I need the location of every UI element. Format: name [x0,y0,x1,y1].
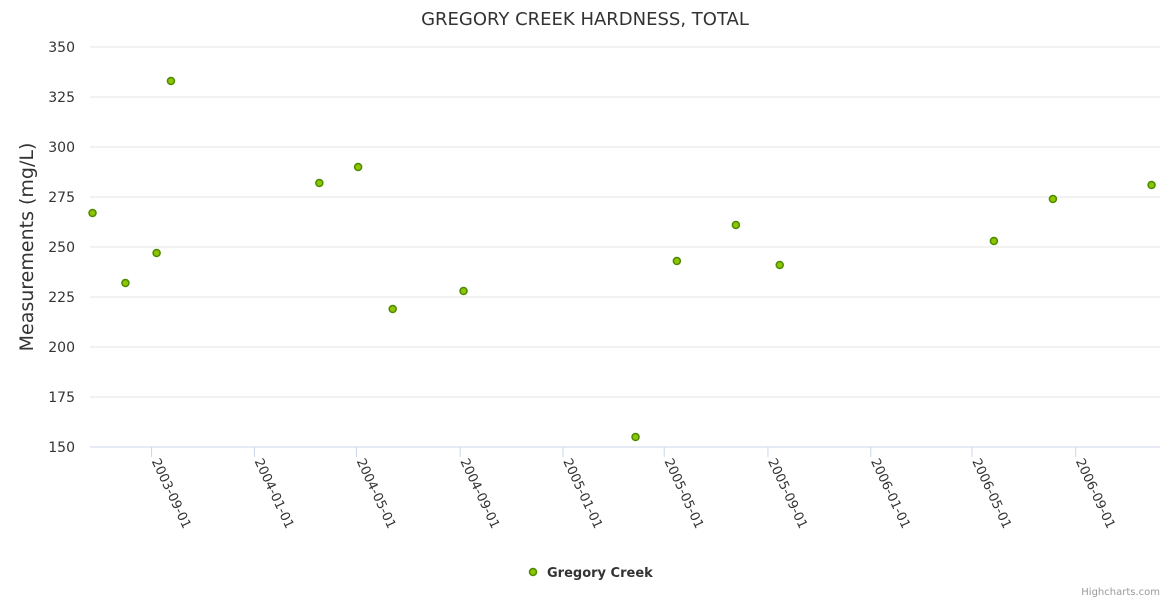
y-tick-label: 175 [48,390,75,406]
data-point[interactable] [1048,194,1058,204]
y-tick-label: 325 [48,90,75,106]
legend[interactable]: Gregory Creek [528,566,654,581]
data-point[interactable] [353,162,363,172]
y-tick-label: 350 [48,40,75,56]
y-tick-label: 300 [48,140,75,156]
y-tick-label: 250 [48,240,75,256]
y-tick-label: 200 [48,340,75,356]
data-point[interactable] [631,432,640,442]
y-gridlines [90,46,1160,448]
legend-marker-icon [528,567,538,577]
data-point[interactable] [121,278,130,288]
data-point[interactable] [166,76,176,86]
data-point[interactable] [88,208,97,218]
data-point[interactable] [459,286,468,296]
data-point[interactable] [672,256,682,266]
y-tick-label: 150 [48,440,75,456]
series-gregory-creek[interactable] [88,76,1156,442]
data-point[interactable] [1147,180,1156,190]
y-axis: 150 175 200 225 250 275 300 325 350 [48,40,75,456]
credits-link[interactable]: Highcharts.com [1081,587,1160,598]
chart-title: GREGORY CREEK HARDNESS, TOTAL [421,9,749,30]
data-point[interactable] [152,248,161,258]
y-tick-label: 275 [48,190,75,206]
data-point[interactable] [731,220,741,230]
data-point[interactable] [388,304,397,314]
y-tick-label: 225 [48,290,75,306]
data-point[interactable] [989,236,999,246]
legend-item-gregory-creek[interactable]: Gregory Creek [547,566,653,581]
y-axis-title: Measurements (mg/L) [16,143,38,352]
data-point[interactable] [315,178,324,188]
data-point[interactable] [775,260,784,270]
